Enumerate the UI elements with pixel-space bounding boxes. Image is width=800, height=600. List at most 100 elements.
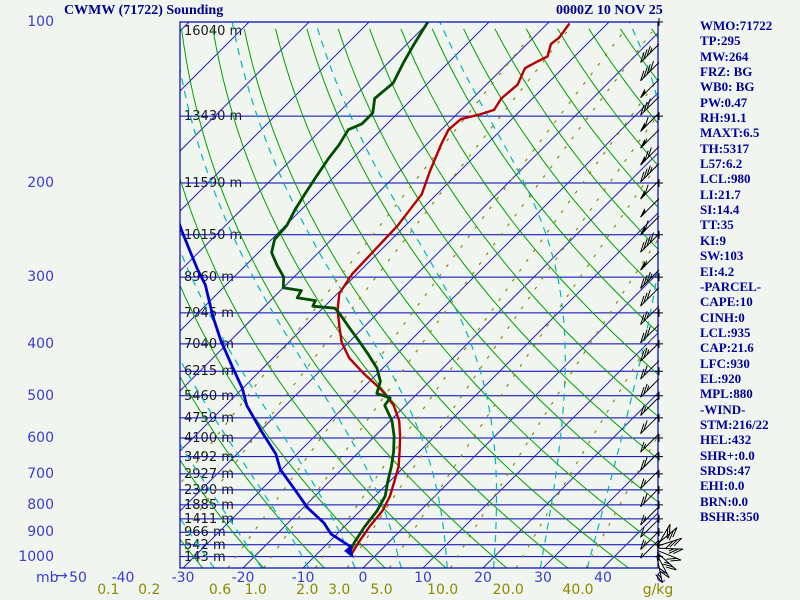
stats-line: PW:0.47 [700,94,748,110]
pressure-unit-label: mb [36,570,59,586]
stats-line: BSHR:350 [700,509,760,524]
wind-barb [640,487,660,508]
mixing-tick-label: 5.0 [370,582,393,598]
edge-plus-tick [655,273,663,282]
stats-line: WMO:71722 [700,18,773,33]
edge-plus-tick [655,469,663,478]
wind-barb [640,269,660,289]
mixing-unit-label: g/kg [642,582,674,598]
stats-line: HEL:432 [700,432,752,448]
wind-barb [640,530,660,550]
wind-barb [640,129,660,149]
wind-barb [640,469,660,489]
stats-line: TT:35 [700,217,734,233]
parcel-curve [180,221,353,555]
temp-tick-label: -10 [291,570,315,586]
wind-barb [640,506,660,526]
edge-plus-tick [655,230,663,239]
wind-barb [640,163,660,183]
wind-barb [640,146,660,166]
mixing-tick-label: 40.0 [562,582,594,598]
wind-barb [640,518,660,538]
pressure-label: 100 [27,14,54,30]
temp-tick-label: -30 [171,570,195,586]
wind-barb [640,96,660,116]
wind-barb [640,451,660,471]
pressure-label: 1000 [18,548,54,565]
stats-line: LI:21.7 [700,186,741,202]
wind-barb [640,43,660,63]
mb-arrow-icon: → [56,568,68,584]
wind-barb [656,523,671,547]
stats-line: LFC:930 [700,355,750,371]
mixing-tick-label: 20.0 [492,582,524,598]
edge-plus-tick [655,434,663,443]
wind-barb [640,305,660,325]
stats-line: MAXT:6.5 [700,125,760,141]
pressure-label: 700 [27,465,54,482]
stats-line: KI:9 [700,232,726,248]
temp-tick-label: 20 [474,570,492,586]
wind-barb [640,539,660,559]
edge-plus-tick [655,18,663,26]
temp-tick-label: 10 [414,570,432,586]
mixing-tick-label: 3.0 [328,582,351,598]
edge-plus-tick [655,367,663,376]
edge-plus-tick [655,485,663,494]
wind-barb [640,198,660,218]
wind-barb [640,78,660,99]
pressure-label: 300 [27,269,54,286]
wind-barb [640,342,660,362]
stats-line: SRDS:47 [700,462,751,478]
mixing-tick-label: 0.6 [208,582,232,598]
edge-plus-tick [655,339,663,348]
edge-plus-tick [655,391,663,400]
stats-line: LCL:980 [700,171,751,187]
stats-line: BRN:0.0 [700,493,749,509]
temperature-curve [336,23,571,555]
wind-barb [656,537,683,549]
wind-barb [655,557,663,584]
wind-barb [640,324,660,344]
chart-title: CWMW (71722) Sounding [64,3,224,18]
wind-barb [656,547,684,554]
temp-tick-label: 30 [534,570,552,586]
stats-line: EHI:0.0 [700,478,745,494]
wind-barb [656,552,677,571]
stats-line: STM:216/22 [700,416,769,432]
stats-line: EI:4.2 [700,263,735,279]
pressure-label: 500 [27,387,54,404]
dewpoint-curve [270,22,430,555]
stats-line: MW:264 [700,48,749,64]
stats-line: CAP:21.6 [700,340,754,356]
stats-line: CAPE:10 [700,294,753,310]
wind-barb [640,378,660,398]
wind-barb [640,180,660,200]
edge-plus-tick [655,308,663,317]
stats-line: TP:295 [700,33,741,49]
stats-line: -PARCEL- [700,278,762,294]
stats-line: CINH:0 [700,309,745,325]
wind-barb [640,251,660,271]
stats-line: EL:920 [700,370,742,386]
mixing-tick-label: 0.1 [97,582,120,598]
stats-line: L57:6.2 [700,156,743,172]
edge-plus-tick [655,452,663,461]
stats-line: LCL:935 [700,324,751,340]
parcel-arrowhead [344,546,354,558]
edge-plus-tick [655,514,663,523]
wind-barb [656,549,682,562]
stats-line: WB0: BG [700,79,755,95]
chart-datetime: 0000Z 10 NOV 25 [556,3,663,18]
stats-line: FRZ: BG [700,64,753,80]
stats-line: RH:91.1 [700,110,747,126]
edge-plus-tick [655,528,663,537]
mixing-tick-label: 2.0 [296,582,319,598]
stats-line: SHR+:0.0 [700,447,755,463]
wind-barb [640,414,660,435]
mixing-tick-label: 1.0 [244,582,267,598]
edge-plus-tick [655,500,663,509]
mixing-tick-label: 0.2 [138,582,161,598]
